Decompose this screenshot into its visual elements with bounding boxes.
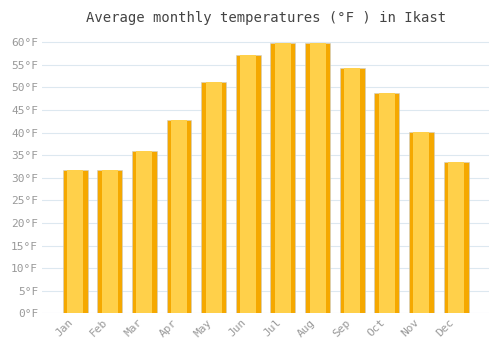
Bar [62, 170, 88, 313]
Bar [201, 82, 226, 313]
Bar [409, 132, 434, 313]
Bar [414, 132, 430, 313]
Bar [444, 162, 468, 313]
Bar [374, 93, 400, 313]
Bar [379, 93, 395, 313]
Bar [166, 120, 192, 313]
Bar [102, 170, 117, 313]
Bar [97, 170, 122, 313]
Bar [310, 43, 326, 313]
Bar [275, 43, 291, 313]
Bar [171, 120, 187, 313]
Bar [340, 68, 364, 313]
Bar [448, 162, 464, 313]
Bar [240, 55, 256, 313]
Bar [344, 68, 360, 313]
Bar [132, 151, 157, 313]
Bar [136, 151, 152, 313]
Bar [67, 170, 83, 313]
Bar [270, 43, 295, 313]
Bar [305, 43, 330, 313]
Title: Average monthly temperatures (°F ) in Ikast: Average monthly temperatures (°F ) in Ik… [86, 11, 446, 25]
Bar [236, 55, 260, 313]
Bar [206, 82, 222, 313]
